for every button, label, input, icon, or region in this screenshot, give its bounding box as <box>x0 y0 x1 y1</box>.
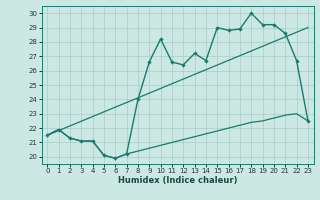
X-axis label: Humidex (Indice chaleur): Humidex (Indice chaleur) <box>118 176 237 185</box>
